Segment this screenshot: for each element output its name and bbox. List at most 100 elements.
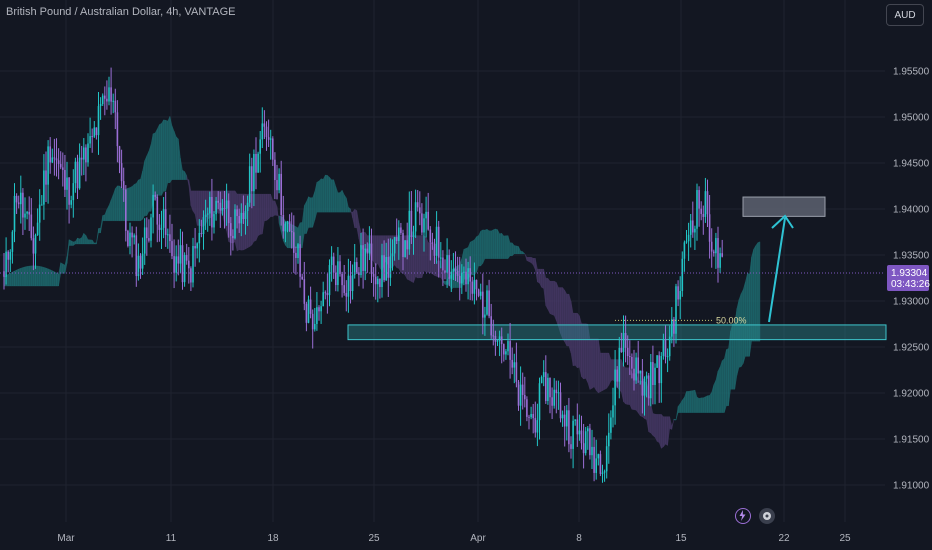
- candle: [368, 243, 371, 254]
- cloud-segment: [318, 178, 322, 213]
- candle: [547, 377, 549, 402]
- candle: [95, 127, 98, 136]
- candle: [402, 232, 404, 257]
- y-tick-label: 1.91500: [893, 435, 930, 446]
- candle: [36, 222, 39, 235]
- cloud-segment: [29, 265, 32, 287]
- y-tick-label: 1.93000: [893, 297, 930, 308]
- cloud-segment: [262, 193, 265, 235]
- cloud-segment: [503, 235, 507, 259]
- cloud-segment: [692, 389, 696, 413]
- candle: [5, 251, 7, 277]
- cloud-segment: [425, 237, 429, 273]
- candle: [677, 286, 679, 300]
- candle: [490, 316, 492, 336]
- cloud-segment: [512, 242, 515, 257]
- cloud-segment: [184, 171, 187, 180]
- candle: [135, 235, 138, 277]
- candle: [383, 255, 385, 281]
- candle: [181, 245, 184, 283]
- candle: [433, 243, 436, 256]
- candle: [110, 87, 112, 102]
- candle: [177, 256, 180, 264]
- candle: [215, 200, 217, 215]
- cloud-segment: [79, 237, 82, 245]
- x-tick-label: 15: [675, 533, 687, 544]
- candle: [715, 238, 717, 254]
- candle: [272, 138, 274, 160]
- candle: [412, 231, 415, 237]
- cloud-segment: [482, 229, 486, 264]
- cloud-segment: [701, 397, 704, 413]
- cloud-segment: [673, 418, 677, 421]
- candle: [603, 471, 606, 473]
- candle: [293, 232, 295, 253]
- cloud-segment: [348, 206, 351, 213]
- candle: [179, 245, 182, 264]
- currency-button[interactable]: AUD: [886, 4, 924, 26]
- cloud-segment: [165, 119, 168, 192]
- candle: [662, 339, 665, 357]
- candle: [223, 208, 226, 210]
- cloud-segment: [264, 193, 267, 222]
- cloud-segment: [476, 235, 479, 273]
- candle: [307, 299, 310, 323]
- candle: [358, 272, 360, 276]
- candle: [639, 370, 642, 374]
- cloud-segment: [715, 371, 719, 413]
- candle: [647, 375, 650, 399]
- candle: [629, 356, 631, 358]
- cloud-segment: [665, 416, 668, 446]
- candle: [666, 356, 669, 358]
- candle: [660, 356, 663, 384]
- candle: [51, 157, 54, 163]
- candle: [599, 454, 602, 474]
- candle: [188, 260, 190, 269]
- x-tick-label: 22: [778, 533, 790, 544]
- candle: [127, 230, 129, 246]
- candle: [643, 378, 646, 396]
- candle: [200, 232, 203, 234]
- candle: [164, 209, 167, 235]
- cloud-segment: [341, 190, 345, 213]
- candle: [240, 212, 243, 224]
- candle: [496, 340, 499, 342]
- candle: [297, 244, 299, 259]
- cloud-segment: [675, 406, 679, 421]
- candle: [568, 410, 570, 445]
- cloud-segment: [484, 229, 488, 259]
- cloud-segment: [167, 116, 171, 183]
- cloud-segment: [501, 232, 504, 259]
- cloud-segment: [92, 239, 95, 245]
- candle: [316, 307, 318, 325]
- cloud-segment: [703, 396, 706, 413]
- candle: [452, 268, 455, 272]
- cloud-segment: [600, 352, 603, 393]
- candle: [347, 275, 350, 297]
- candle: [328, 265, 331, 296]
- current-price-label: 1.93304: [891, 268, 928, 279]
- cloud-segment: [54, 271, 57, 287]
- candle: [679, 291, 681, 300]
- candle: [532, 414, 534, 419]
- cloud-segment: [8, 272, 11, 287]
- projection-arrowhead: [771, 214, 794, 229]
- cloud-segment: [310, 197, 313, 228]
- target-zone: [742, 196, 826, 217]
- cloud-segment: [543, 269, 546, 306]
- event-icon[interactable]: [759, 508, 775, 524]
- candle: [641, 370, 644, 396]
- cloud-segment: [638, 380, 641, 417]
- cloud-segment: [194, 190, 198, 226]
- y-tick-label: 1.95000: [893, 113, 930, 124]
- support-zone: [347, 324, 887, 341]
- candle: [456, 270, 459, 276]
- candle: [276, 180, 278, 191]
- lightning-icon[interactable]: [735, 508, 751, 524]
- cloud-segment: [497, 229, 500, 259]
- cloud-segment: [136, 179, 139, 221]
- cloud-segment: [602, 352, 605, 391]
- candle: [343, 285, 345, 293]
